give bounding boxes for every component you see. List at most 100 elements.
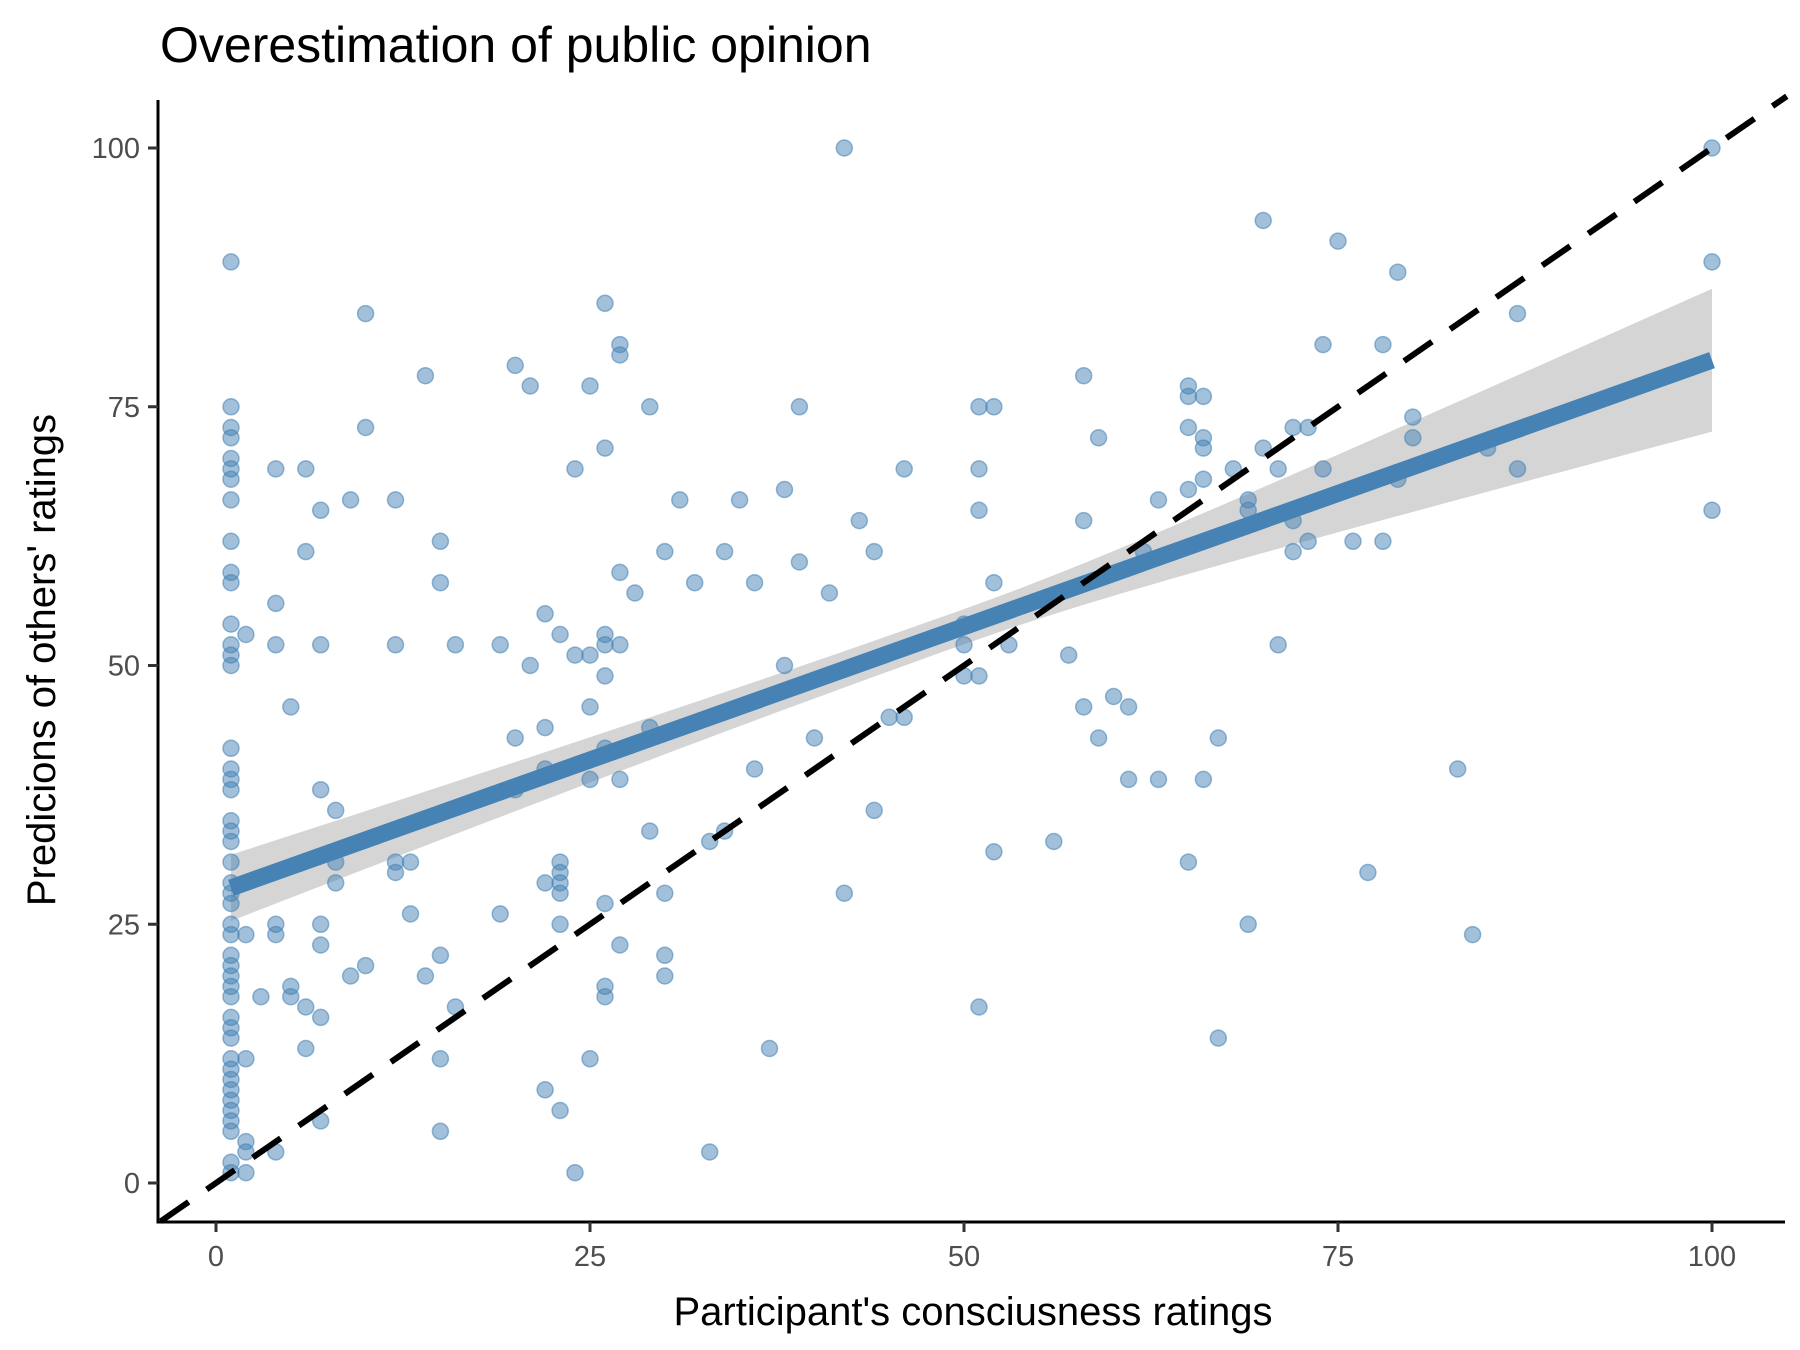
identity-reference-line: [158, 93, 1789, 1224]
data-point: [311, 915, 330, 934]
data-point: [1194, 470, 1213, 488]
data-point: [297, 460, 315, 478]
data-point: [1374, 532, 1392, 551]
data-point: [267, 460, 285, 478]
data-point: [416, 967, 435, 985]
data-point: [386, 636, 405, 654]
data-point: [1703, 501, 1721, 520]
data-point: [536, 1081, 554, 1099]
data-point: [895, 460, 913, 478]
data-point: [506, 356, 524, 375]
data-point: [446, 636, 465, 654]
data-point: [775, 656, 794, 675]
data-point: [865, 801, 883, 820]
axes-layer: 0 25 50 75 100 0 25 50 75 100: [92, 100, 1785, 1273]
data-point: [431, 573, 450, 592]
y-tick-label: 25: [108, 909, 140, 941]
data-point: [222, 739, 240, 758]
data-point: [985, 573, 1003, 592]
data-point: [760, 1039, 779, 1058]
data-point: [790, 398, 809, 416]
data-point: [1149, 770, 1168, 789]
data-point: [596, 894, 614, 913]
data-point: [611, 636, 629, 654]
data-point: [282, 987, 300, 1006]
data-point: [656, 884, 674, 902]
data-point: [835, 884, 854, 902]
data-point: [222, 656, 240, 675]
y-tick-label: 75: [108, 392, 140, 424]
data-point: [775, 480, 794, 499]
data-point: [1329, 232, 1347, 250]
data-point: [237, 625, 255, 644]
data-point: [1508, 460, 1527, 478]
data-point: [551, 884, 569, 902]
data-point: [1179, 387, 1198, 406]
data-point: [536, 718, 554, 737]
data-point: [386, 863, 405, 882]
data-point: [1074, 698, 1093, 716]
data-point: [611, 770, 629, 789]
data-point: [267, 925, 285, 944]
data-point: [1089, 429, 1108, 447]
data-point: [745, 573, 764, 592]
data-point: [1149, 491, 1168, 509]
data-point: [1074, 511, 1093, 530]
data-point: [1104, 687, 1123, 706]
data-point: [222, 491, 240, 509]
y-tick-label: 50: [108, 651, 140, 683]
data-point: [745, 760, 764, 778]
data-point: [611, 563, 629, 582]
data-point: [282, 698, 300, 716]
data-point: [311, 636, 330, 654]
data-point: [581, 377, 599, 395]
data-point: [880, 708, 898, 727]
data-point: [311, 936, 330, 954]
data-point: [311, 780, 330, 799]
data-point: [566, 1163, 584, 1182]
data-point: [715, 542, 734, 561]
data-point: [311, 1008, 330, 1027]
data-point: [730, 491, 749, 509]
data-point: [267, 594, 285, 613]
data-point: [656, 946, 674, 965]
data-point: [237, 1163, 255, 1182]
y-tick-label: 100: [92, 133, 140, 165]
confidence-band: [231, 288, 1712, 921]
data-point: [551, 1101, 569, 1120]
data-point: [611, 346, 629, 364]
data-point: [1254, 211, 1272, 230]
data-point: [536, 874, 554, 892]
reference-line-layer: [158, 93, 1789, 1224]
data-point: [416, 366, 435, 385]
data-point: [1314, 460, 1332, 478]
data-point: [596, 987, 614, 1006]
data-point: [626, 584, 644, 602]
data-point: [656, 542, 674, 561]
data-point: [970, 398, 988, 416]
data-point: [431, 946, 450, 965]
data-point: [521, 656, 539, 675]
data-point: [685, 573, 704, 592]
data-point: [850, 511, 869, 530]
data-point: [326, 874, 345, 892]
data-point: [790, 553, 809, 571]
data-point: [341, 491, 360, 509]
data-point: [566, 460, 584, 478]
data-point: [581, 698, 599, 716]
data-point: [356, 304, 375, 323]
data-point: [401, 853, 420, 871]
data-point: [491, 905, 509, 923]
data-point: [222, 573, 240, 592]
data-point: [401, 905, 420, 923]
data-point: [1194, 439, 1213, 457]
data-point: [1404, 408, 1422, 426]
data-point: [222, 987, 240, 1006]
data-point: [1239, 915, 1257, 934]
data-point: [1074, 366, 1093, 385]
x-tick-label: 0: [208, 1241, 224, 1273]
data-point: [222, 429, 240, 447]
data-point: [581, 646, 599, 664]
data-point: [865, 542, 883, 561]
x-tick-label: 100: [1688, 1241, 1736, 1273]
